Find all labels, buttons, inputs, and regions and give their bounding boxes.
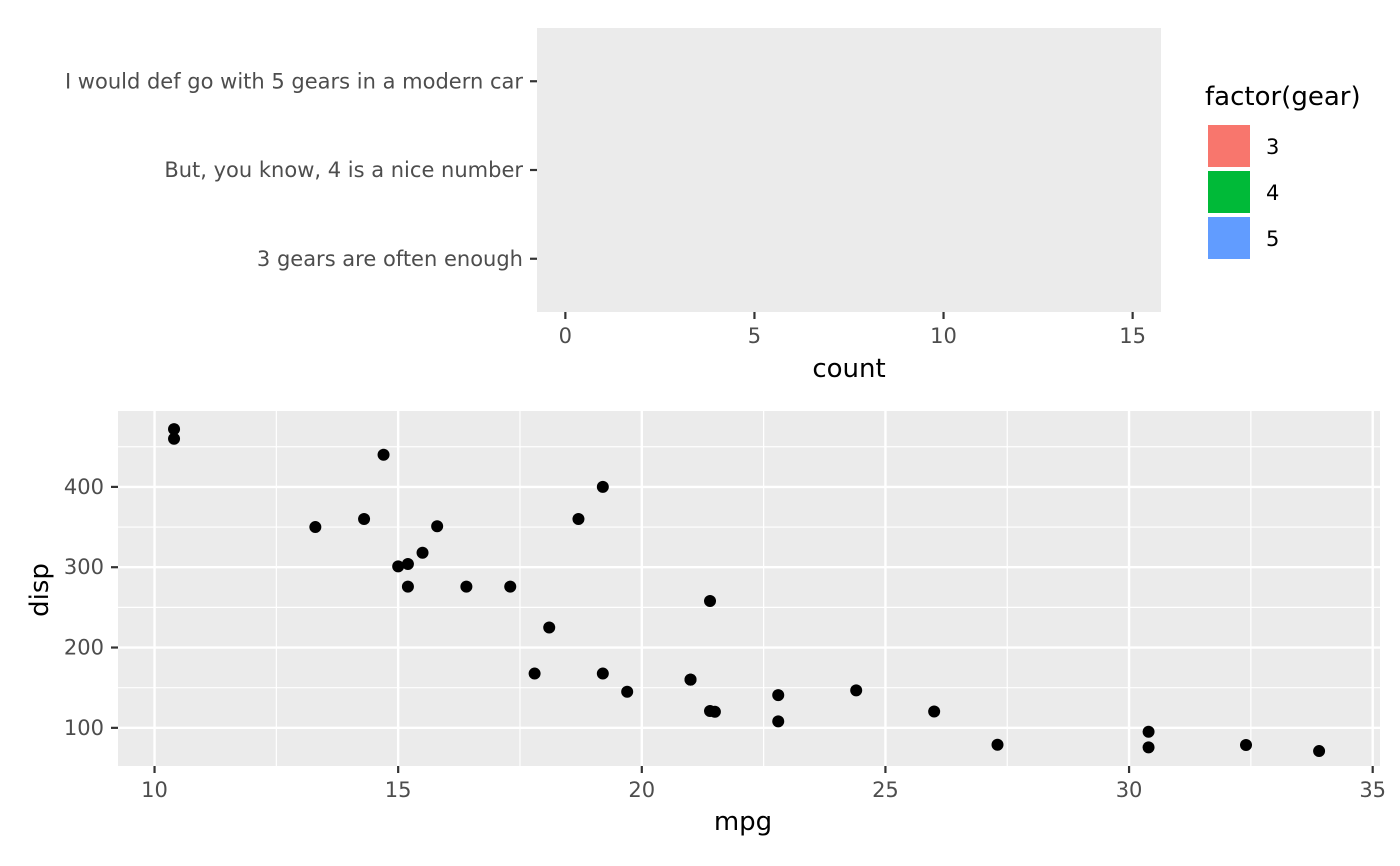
scatter-point <box>1142 741 1155 754</box>
legend-title: factor(gear) <box>1205 82 1361 112</box>
scatter-y-tick-label: 400 <box>64 475 104 499</box>
scatter-point <box>401 580 414 593</box>
legend-label-5: 5 <box>1266 227 1279 251</box>
scatter-point <box>1142 725 1155 738</box>
legend-label-3: 3 <box>1266 135 1279 159</box>
scatter-chart-points <box>168 423 1326 758</box>
legend-key-3 <box>1206 123 1252 169</box>
scatter-y-tick-label: 200 <box>64 636 104 660</box>
scatter-point <box>401 558 414 571</box>
scatter-point <box>596 667 609 680</box>
scatter-point <box>377 448 390 461</box>
scatter-x-tick-label: 30 <box>1116 778 1143 802</box>
scatter-point <box>168 432 181 445</box>
bar-y-tick-label: 3 gears are often enough <box>257 247 523 271</box>
scatter-chart: 100 200 300 400 10 15 20 25 30 35 mpg disp <box>25 411 1386 837</box>
scatter-point <box>431 520 444 533</box>
scatter-chart-y-axis: 100 200 300 400 <box>64 475 118 740</box>
bar-chart: 3 gears are often enough But, you know, 4… <box>65 28 1361 384</box>
scatter-point <box>358 513 371 526</box>
bar-x-tick-label: 0 <box>559 324 572 348</box>
bar-chart-x-axis-title: count <box>812 354 885 384</box>
scatter-x-tick-label: 10 <box>141 778 168 802</box>
scatter-point <box>850 684 863 697</box>
bar-y-tick-label: But, you know, 4 is a nice number <box>164 158 523 182</box>
bar-chart-panel-bg <box>537 28 1161 312</box>
scatter-point <box>572 513 585 526</box>
scatter-point <box>704 704 717 717</box>
scatter-chart-y-axis-title: disp <box>25 563 55 617</box>
scatter-point <box>772 715 785 728</box>
legend-entries: 3 4 5 <box>1206 123 1279 261</box>
scatter-x-tick-label: 25 <box>872 778 899 802</box>
scatter-point <box>416 546 429 559</box>
scatter-x-tick-label: 35 <box>1359 778 1386 802</box>
bar-x-tick-label: 5 <box>748 324 761 348</box>
scatter-chart-minor-gridlines <box>118 411 1380 766</box>
bar-chart-y-axis: 3 gears are often enough But, you know, 4… <box>65 69 537 271</box>
scatter-point <box>928 705 941 718</box>
scatter-point <box>621 685 634 698</box>
scatter-chart-panel <box>118 411 1380 766</box>
bar-x-tick-label: 10 <box>930 324 957 348</box>
scatter-point <box>392 560 405 573</box>
scatter-chart-x-axis-title: mpg <box>714 807 772 837</box>
scatter-chart-x-axis: 10 15 20 25 30 35 <box>141 766 1386 802</box>
scatter-point <box>1240 738 1253 751</box>
scatter-point <box>1313 745 1326 758</box>
scatter-chart-major-gridlines <box>118 411 1380 766</box>
scatter-point <box>543 621 556 634</box>
scatter-point <box>528 667 541 680</box>
scatter-point <box>309 521 322 534</box>
bar-x-tick-label: 15 <box>1119 324 1146 348</box>
scatter-point <box>504 580 517 593</box>
scatter-point <box>772 689 785 702</box>
scatter-point <box>991 738 1004 751</box>
bar-y-tick-label: I would def go with 5 gears in a modern … <box>65 69 523 93</box>
scatter-point <box>168 423 181 436</box>
scatter-point <box>596 480 609 493</box>
legend: factor(gear) 3 4 5 <box>1205 82 1361 261</box>
scatter-point <box>684 673 697 686</box>
scatter-x-tick-label: 20 <box>628 778 655 802</box>
scatter-point <box>704 594 717 607</box>
scatter-point <box>460 580 473 593</box>
scatter-y-tick-label: 100 <box>64 716 104 740</box>
legend-label-4: 4 <box>1266 181 1279 205</box>
bar-chart-x-axis: 0 5 10 15 <box>559 312 1146 348</box>
legend-key-5 <box>1206 215 1252 261</box>
legend-key-4 <box>1206 169 1252 215</box>
scatter-x-tick-label: 15 <box>385 778 412 802</box>
scatter-y-tick-label: 300 <box>64 555 104 579</box>
